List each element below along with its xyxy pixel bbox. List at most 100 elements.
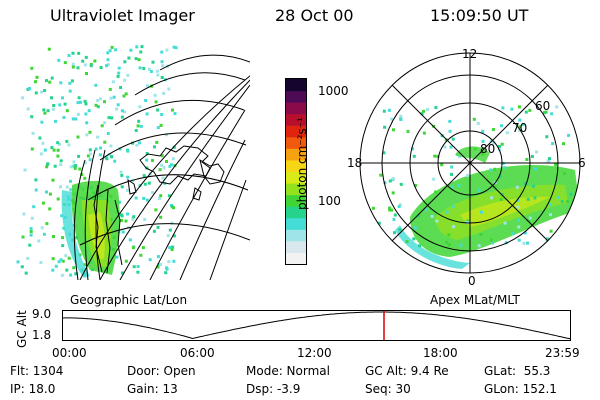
speckle-pixel (426, 107, 430, 111)
speckle-pixel (134, 129, 138, 132)
auroral-oval-geo (61, 180, 120, 278)
speckle-pixel (522, 241, 526, 245)
speckle-pixel (124, 259, 128, 263)
speckle-pixel (440, 163, 444, 167)
speckle-pixel (449, 145, 453, 149)
speckle-pixel (74, 272, 78, 276)
speckle-pixel (83, 161, 87, 165)
speckle-pixel (549, 213, 553, 217)
speckle-pixel (145, 112, 149, 116)
colorbar-band (286, 194, 306, 207)
polar-grid (359, 52, 581, 274)
speckle-pixel (115, 255, 119, 259)
colorbar-band (286, 79, 306, 92)
speckle-pixel (150, 84, 154, 88)
speckle-pixel (109, 144, 113, 148)
speckle-pixel (156, 73, 160, 77)
speckle-pixel (105, 157, 109, 161)
colorbar-band (286, 102, 306, 115)
speckle-pixel (26, 256, 30, 260)
speckle-pixel (105, 64, 109, 68)
speckle-pixel (417, 214, 421, 218)
colorbar-tick-100: 100 (318, 194, 341, 208)
speckle-pixel (153, 145, 156, 149)
speckle-pixel (383, 181, 387, 185)
speckle-pixel (555, 105, 559, 109)
speckle-pixel (94, 103, 98, 107)
speckle-pixel (106, 63, 110, 67)
speckle-pixel (566, 199, 570, 203)
speckle-pixel (165, 160, 168, 163)
speckle-pixel (551, 142, 555, 146)
speckle-pixel (490, 196, 493, 200)
speckle-pixel (388, 206, 392, 210)
colorbar-band (286, 136, 306, 149)
speckle-pixel (393, 213, 397, 217)
speckle-pixel (155, 69, 159, 73)
speckle-pixel (503, 221, 507, 225)
speckle-pixel (77, 96, 81, 100)
speckle-pixel (556, 196, 560, 199)
speckle-pixel (85, 72, 88, 75)
speckle-pixel (69, 165, 73, 169)
speckle-pixel (31, 131, 35, 135)
speckle-pixel (466, 174, 470, 178)
speckle-pixel (127, 56, 131, 60)
speckle-pixel (450, 165, 454, 169)
speckle-pixel (397, 205, 401, 208)
speckle-pixel (521, 122, 525, 126)
speckle-pixel (100, 124, 104, 128)
speckle-pixel (418, 244, 422, 248)
speckle-pixel (420, 112, 424, 116)
speckle-pixel (447, 243, 451, 247)
colorbar-band (286, 229, 306, 242)
speckle-pixel (172, 206, 175, 210)
speckle-pixel (45, 79, 48, 83)
speckle-pixel (39, 261, 43, 264)
speckle-pixel (412, 237, 416, 241)
speckle-pixel (65, 139, 69, 143)
speckle-pixel (569, 228, 572, 232)
speckle-pixel (65, 109, 69, 113)
speckle-pixel (74, 117, 78, 121)
speckle-pixel (99, 66, 103, 69)
speckle-pixel (524, 181, 528, 185)
speckle-pixel (85, 121, 89, 125)
speckle-pixel (162, 91, 166, 95)
speckle-pixel (168, 246, 172, 250)
speckle-pixel (72, 164, 76, 168)
speckle-pixel (56, 141, 60, 145)
speckle-pixel (412, 154, 416, 158)
speckle-pixel (64, 254, 68, 258)
speckle-pixel (53, 164, 57, 168)
speckle-pixel (59, 159, 63, 163)
speckle-pixel (139, 50, 143, 54)
speckle-pixel (126, 175, 130, 179)
speckle-pixel (481, 129, 485, 133)
speckle-pixel (122, 94, 126, 98)
speckle-pixel (147, 67, 151, 71)
timeline-x-tick-2359: 23:59 (545, 346, 580, 360)
speckle-pixel (96, 135, 100, 139)
speckle-pixel (165, 267, 169, 271)
speckle-pixel (161, 176, 165, 180)
speckle-pixel (88, 130, 92, 134)
speckle-pixel (567, 133, 571, 137)
speckle-pixel (51, 107, 55, 111)
speckle-pixel (142, 174, 146, 178)
speckle-pixel (108, 49, 112, 53)
speckle-pixel (424, 208, 428, 212)
speckle-pixel (149, 70, 153, 73)
speckle-pixel (392, 128, 395, 132)
speckle-pixel (24, 271, 28, 275)
speckle-pixel (81, 59, 85, 63)
speckle-pixel (125, 188, 129, 192)
speckle-pixel (46, 162, 50, 166)
speckle-pixel (88, 148, 92, 152)
speckle-pixel (58, 142, 62, 146)
speckle-pixel (142, 67, 146, 70)
speckle-pixel (562, 142, 565, 146)
speckle-pixel (160, 154, 164, 158)
speckle-pixel (141, 246, 145, 250)
colorbar-band (286, 252, 306, 265)
